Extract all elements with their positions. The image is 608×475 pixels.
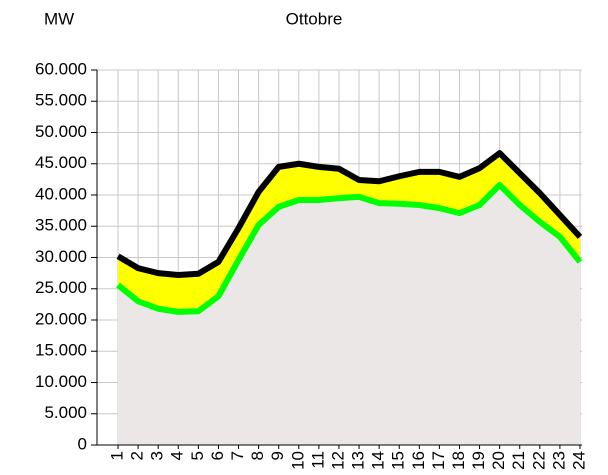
x-tick-label: 10 bbox=[288, 451, 307, 470]
y-tick-label: 40.000 bbox=[35, 184, 87, 203]
x-tick-label: 17 bbox=[429, 451, 448, 470]
x-tick-label: 14 bbox=[369, 451, 388, 470]
x-tick-label: 22 bbox=[529, 451, 548, 470]
y-tick-label: 25.000 bbox=[35, 278, 87, 297]
x-tick-label: 24 bbox=[569, 451, 588, 470]
x-tick-label: 18 bbox=[449, 451, 468, 470]
y-tick-label: 55.000 bbox=[35, 91, 87, 110]
y-tick-label: 0 bbox=[78, 434, 87, 453]
x-tick-label: 7 bbox=[228, 451, 247, 460]
band-fill bbox=[118, 153, 580, 312]
y-tick-label: 50.000 bbox=[35, 122, 87, 141]
x-tick-label: 2 bbox=[128, 451, 147, 460]
y-tick-label: 45.000 bbox=[35, 153, 87, 172]
x-tick-label: 5 bbox=[188, 451, 207, 460]
series-line bbox=[116, 182, 583, 315]
x-tick-label: 23 bbox=[549, 451, 568, 470]
x-tick-label: 19 bbox=[469, 451, 488, 470]
x-tick-label: 12 bbox=[328, 451, 347, 470]
y-axis-label: MW bbox=[44, 9, 74, 28]
x-tick-label: 11 bbox=[308, 451, 327, 469]
area-fill bbox=[118, 185, 580, 445]
series-line bbox=[116, 150, 583, 278]
x-tick-label: 16 bbox=[409, 451, 428, 470]
x-tick-label: 6 bbox=[208, 451, 227, 460]
x-tick-label: 9 bbox=[268, 451, 287, 460]
x-tick-label: 20 bbox=[489, 451, 508, 470]
y-tick-label: 35.000 bbox=[35, 216, 87, 235]
x-tick-label: 4 bbox=[168, 451, 187, 460]
x-tick-label: 8 bbox=[248, 451, 267, 460]
y-tick-label: 60.000 bbox=[35, 59, 87, 78]
y-tick-label: 15.000 bbox=[35, 341, 87, 360]
y-tick-label: 10.000 bbox=[35, 372, 87, 391]
y-tick-label: 20.000 bbox=[35, 309, 87, 328]
x-tick-label: 21 bbox=[509, 451, 528, 470]
y-tick-label: 5.000 bbox=[44, 403, 87, 422]
x-tick-label: 1 bbox=[107, 451, 126, 460]
x-tick-label: 13 bbox=[349, 451, 368, 470]
x-tick-label: 3 bbox=[148, 451, 167, 460]
y-tick-label: 30.000 bbox=[35, 247, 87, 266]
chart-title: Ottobre bbox=[286, 9, 343, 28]
x-tick-label: 15 bbox=[389, 451, 408, 470]
